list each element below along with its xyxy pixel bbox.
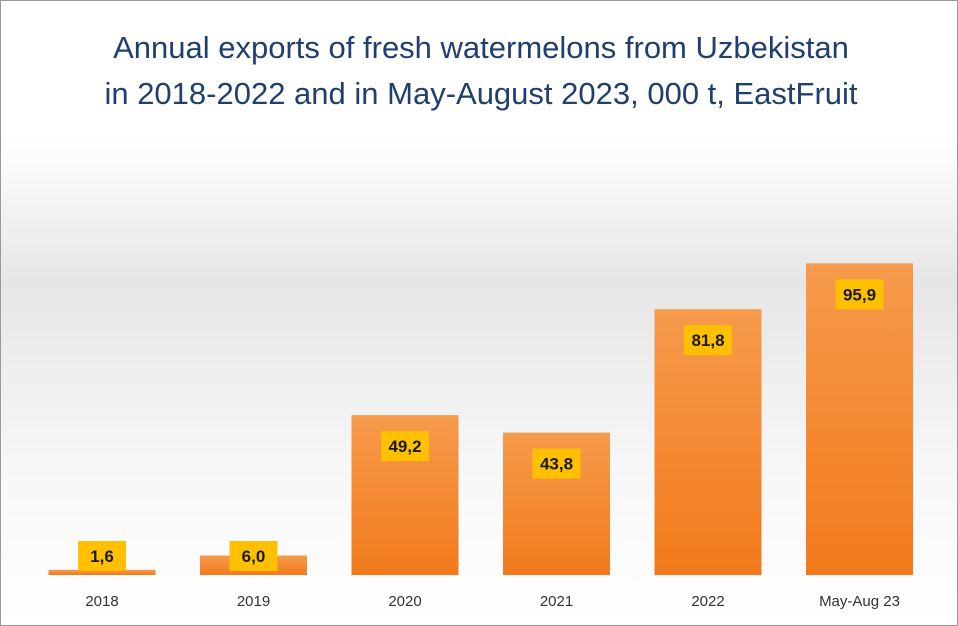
value-label-box (229, 541, 278, 571)
x-tick-label: 2022 (691, 593, 724, 610)
value-label-box (381, 431, 429, 462)
bar-2018 (48, 569, 156, 575)
value-label: 1,6 (90, 547, 114, 566)
x-tick-label: 2018 (85, 593, 118, 610)
x-tick-label: 2019 (237, 593, 270, 610)
value-label-box (532, 448, 581, 479)
x-tick-label: 2020 (388, 593, 421, 610)
value-label-box (835, 279, 884, 310)
x-tick-label: 2021 (540, 593, 573, 610)
value-label: 81,8 (691, 331, 724, 350)
value-label: 43,8 (540, 455, 573, 474)
bar-may-aug-23 (806, 263, 913, 575)
value-label: 6,0 (242, 547, 266, 566)
value-label: 49,2 (388, 437, 421, 456)
bars-layer (48, 263, 913, 575)
chart-title: Annual exports of fresh watermelons from… (104, 30, 858, 111)
x-tick-label: May-Aug 23 (819, 593, 900, 610)
value-label-box (684, 325, 732, 356)
value-labels-layer: 1,6 6,0 49,2 43,8 81,8 95,9 (78, 279, 884, 571)
value-label-box (78, 541, 126, 571)
value-label: 95,9 (843, 285, 876, 304)
x-axis-ticks: 2018 2019 2020 2021 2022 May-Aug 23 (85, 593, 900, 610)
